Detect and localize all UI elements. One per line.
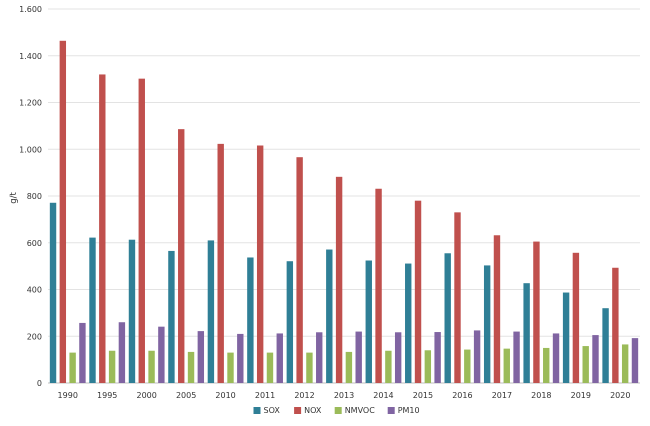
- legend-label-nmvoc: NMVOC: [345, 406, 376, 415]
- legend-swatch-sox: [253, 407, 261, 414]
- bar-sox-2016: [444, 253, 451, 383]
- x-axis: 1990 1995 2000 2005 2010 2011 2012 2013 2014 2015…: [58, 391, 631, 400]
- bar-sox-1990: [49, 202, 57, 383]
- bar-nox-1990: [59, 40, 67, 383]
- bar-sox-2014: [365, 260, 372, 383]
- x-tick-label: 2011: [255, 391, 275, 400]
- bar-nox-2016: [454, 212, 461, 383]
- bar-nox-2019: [572, 252, 580, 383]
- bar-pm10-1990: [79, 322, 86, 383]
- legend-label-pm10: PM10: [398, 406, 420, 415]
- bar-sox-2000: [128, 239, 136, 383]
- bar-sox-2011: [247, 257, 254, 383]
- x-tick-label: 2020: [610, 391, 630, 400]
- bar-nmvoc-1995: [108, 350, 116, 383]
- bar-sox-2020: [602, 308, 609, 383]
- y-tick-label: 1.000: [19, 145, 42, 154]
- y-tick-label: 400: [27, 286, 42, 295]
- bar-nox-2015: [414, 200, 422, 383]
- x-tick-label: 1990: [58, 391, 78, 400]
- bar-pm10-2005: [197, 331, 205, 383]
- y-tick-label: 1.400: [19, 52, 42, 61]
- bar-sox-2015: [405, 263, 412, 383]
- bar-nmvoc-2000: [148, 350, 155, 383]
- y-tick-label: 800: [27, 192, 42, 201]
- bar-pm10-2019: [592, 335, 599, 383]
- y-axis-label: g/t: [9, 192, 19, 204]
- bar-pm10-2012: [316, 332, 323, 383]
- gridlines: [48, 8, 640, 384]
- bar-nox-2005: [178, 129, 185, 383]
- x-tick-label: 2018: [531, 391, 551, 400]
- legend-swatch-nmvoc: [334, 407, 342, 414]
- legend-label-nox: NOX: [304, 406, 322, 415]
- x-tick-label: 2013: [334, 391, 354, 400]
- bar-sox-2017: [483, 265, 491, 383]
- bar-nmvoc-2013: [345, 351, 353, 383]
- bars: [49, 40, 639, 383]
- bar-nmvoc-1990: [69, 352, 76, 383]
- bar-nox-2013: [335, 176, 343, 383]
- bar-nmvoc-2016: [464, 349, 471, 383]
- legend-swatch-pm10: [387, 407, 395, 414]
- bar-nmvoc-2020: [621, 344, 629, 383]
- x-tick-label: 1995: [97, 391, 117, 400]
- y-tick-label: 1.600: [19, 5, 42, 14]
- bar-sox-2013: [326, 249, 333, 383]
- x-tick-label: 2019: [571, 391, 591, 400]
- bar-sox-2018: [523, 283, 530, 383]
- bar-sox-2005: [168, 250, 175, 383]
- x-tick-label: 2014: [373, 391, 393, 400]
- x-tick-label: 2012: [294, 391, 314, 400]
- y-axis: 0 200 400 600 800 1.000 1.200 1.400 1.600: [19, 5, 42, 388]
- x-tick-label: 2016: [452, 391, 472, 400]
- bar-nox-2020: [612, 267, 619, 383]
- bar-nmvoc-2012: [306, 352, 313, 383]
- bar-pm10-2017: [513, 331, 520, 383]
- y-tick-label: 1.200: [19, 99, 42, 108]
- bar-pm10-2015: [434, 332, 441, 383]
- bar-nmvoc-2005: [187, 351, 195, 383]
- legend-swatch-nox: [294, 407, 302, 414]
- bar-nmvoc-2018: [543, 347, 550, 383]
- bar-pm10-2016: [473, 330, 481, 383]
- x-tick-label: 2017: [492, 391, 512, 400]
- bar-pm10-2014: [394, 332, 402, 383]
- bar-sox-2012: [286, 261, 294, 383]
- bar-sox-2010: [207, 240, 215, 383]
- bar-nmvoc-2019: [582, 346, 589, 383]
- bar-nox-1995: [99, 74, 106, 383]
- bar-sox-1995: [89, 237, 96, 383]
- y-tick-label: 200: [27, 332, 42, 341]
- bar-nmvoc-2015: [424, 350, 432, 383]
- bar-nmvoc-2011: [266, 352, 274, 383]
- bar-nox-2014: [375, 188, 382, 383]
- bar-nox-2000: [138, 78, 145, 383]
- bar-sox-2019: [562, 292, 570, 383]
- bar-nmvoc-2014: [385, 350, 392, 383]
- bar-nmvoc-2010: [227, 352, 234, 383]
- x-tick-label: 2010: [215, 391, 235, 400]
- bar-nox-2010: [217, 143, 224, 383]
- legend-label-sox: SOX: [264, 406, 281, 415]
- x-tick-label: 2000: [136, 391, 156, 400]
- bar-nox-2018: [533, 241, 540, 383]
- bar-pm10-2000: [158, 326, 165, 383]
- bar-pm10-2020: [631, 338, 639, 383]
- bar-nox-2012: [296, 157, 303, 383]
- legend: SOX NOX NMVOC PM10: [253, 406, 420, 415]
- bar-pm10-2013: [355, 331, 362, 383]
- x-tick-label: 2015: [413, 391, 433, 400]
- bar-nox-2011: [256, 145, 264, 383]
- bar-pm10-2011: [276, 333, 283, 383]
- bar-pm10-2018: [552, 333, 560, 383]
- y-tick-label: 0: [37, 379, 42, 388]
- bar-pm10-2010: [237, 333, 244, 383]
- bar-pm10-1995: [118, 322, 126, 383]
- bar-nmvoc-2017: [503, 348, 510, 383]
- x-tick-label: 2005: [176, 391, 196, 400]
- bar-nox-2017: [493, 235, 501, 383]
- y-tick-label: 600: [27, 239, 42, 248]
